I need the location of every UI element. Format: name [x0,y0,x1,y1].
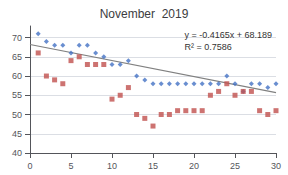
svg-text:55: 55 [12,90,22,100]
svg-text:60: 60 [12,71,22,81]
svg-text:10: 10 [107,161,117,171]
svg-text:65: 65 [12,52,22,62]
svg-text:R² = 0.7586: R² = 0.7586 [184,42,231,52]
svg-text:5: 5 [68,161,73,171]
svg-text:40: 40 [12,148,22,158]
svg-text:November 2019: November 2019 [100,7,189,21]
svg-text:25: 25 [230,161,240,171]
svg-text:70: 70 [12,33,22,43]
svg-text:y = -0.4165x + 68.189: y = -0.4165x + 68.189 [184,30,272,40]
svg-text:20: 20 [189,161,199,171]
svg-text:45: 45 [12,129,22,139]
svg-text:30: 30 [271,161,281,171]
svg-text:15: 15 [148,161,158,171]
svg-text:50: 50 [12,110,22,120]
svg-text:0: 0 [27,161,32,171]
